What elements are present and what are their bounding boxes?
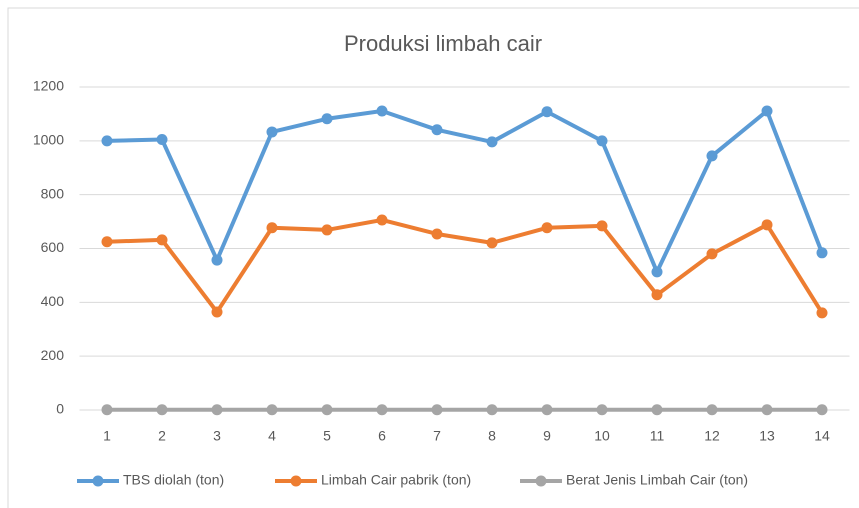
data-point bbox=[266, 222, 278, 234]
x-tick-label: 7 bbox=[433, 428, 441, 444]
x-tick-label: 2 bbox=[158, 428, 166, 444]
x-tick-label: 8 bbox=[488, 428, 496, 444]
data-point bbox=[541, 404, 553, 416]
legend-marker bbox=[290, 475, 302, 487]
data-point bbox=[266, 404, 278, 416]
data-point bbox=[321, 224, 333, 236]
x-tick-label: 5 bbox=[323, 428, 331, 444]
x-tick-label: 12 bbox=[704, 428, 720, 444]
data-point bbox=[706, 404, 718, 416]
data-point bbox=[156, 234, 168, 246]
data-point bbox=[541, 106, 553, 118]
y-tick-label: 400 bbox=[41, 293, 65, 309]
x-tick-label: 11 bbox=[650, 428, 665, 444]
data-point bbox=[486, 136, 498, 148]
data-point bbox=[651, 404, 663, 416]
data-point bbox=[706, 150, 718, 162]
legend-marker bbox=[92, 475, 104, 487]
chart-title: Produksi limbah cair bbox=[344, 31, 542, 56]
data-point bbox=[321, 113, 333, 125]
data-point bbox=[266, 126, 278, 138]
series-line bbox=[106, 217, 824, 315]
data-point bbox=[376, 404, 388, 416]
data-point bbox=[431, 228, 443, 240]
data-point bbox=[486, 404, 498, 416]
data-point bbox=[596, 135, 608, 147]
x-tick-label: 13 bbox=[759, 428, 775, 444]
data-point bbox=[211, 306, 223, 318]
x-tick-label: 4 bbox=[268, 428, 276, 444]
legend-label: Limbah Cair pabrik (ton) bbox=[321, 472, 471, 488]
data-point bbox=[816, 307, 828, 319]
y-tick-label: 1200 bbox=[33, 78, 64, 94]
y-tick-label: 800 bbox=[41, 185, 65, 201]
y-tick-label: 1000 bbox=[33, 132, 64, 148]
data-point bbox=[431, 404, 443, 416]
y-tick-label: 0 bbox=[56, 401, 64, 417]
legend-label: Berat Jenis Limbah Cair (ton) bbox=[566, 472, 748, 488]
data-point bbox=[101, 135, 113, 147]
y-tick-label: 600 bbox=[41, 239, 65, 255]
x-tick-label: 10 bbox=[594, 428, 610, 444]
data-point bbox=[101, 236, 113, 248]
data-point bbox=[596, 220, 608, 232]
chart-border bbox=[7, 7, 859, 508]
data-point bbox=[816, 247, 828, 259]
data-point bbox=[761, 105, 773, 117]
data-point bbox=[376, 105, 388, 117]
data-point bbox=[761, 219, 773, 231]
data-point bbox=[486, 237, 498, 249]
data-point bbox=[541, 222, 553, 234]
data-point bbox=[431, 124, 443, 136]
data-point bbox=[651, 289, 663, 301]
legend-label: TBS diolah (ton) bbox=[123, 472, 224, 488]
x-tick-label: 14 bbox=[814, 428, 830, 444]
data-point bbox=[211, 404, 223, 416]
data-point bbox=[761, 404, 773, 416]
data-point bbox=[321, 404, 333, 416]
data-point bbox=[651, 266, 663, 278]
series-line bbox=[106, 108, 824, 274]
data-point bbox=[211, 254, 223, 266]
data-point bbox=[376, 214, 388, 226]
x-tick-label: 6 bbox=[378, 428, 386, 444]
y-tick-label: 200 bbox=[41, 347, 65, 363]
x-tick-label: 3 bbox=[213, 428, 221, 444]
data-point bbox=[706, 248, 718, 260]
legend-marker bbox=[535, 475, 547, 487]
data-point bbox=[816, 404, 828, 416]
data-point bbox=[101, 404, 113, 416]
data-point bbox=[156, 133, 168, 145]
data-point bbox=[596, 404, 608, 416]
x-tick-label: 9 bbox=[543, 428, 551, 444]
x-tick-label: 1 bbox=[103, 428, 111, 444]
data-point bbox=[156, 404, 168, 416]
